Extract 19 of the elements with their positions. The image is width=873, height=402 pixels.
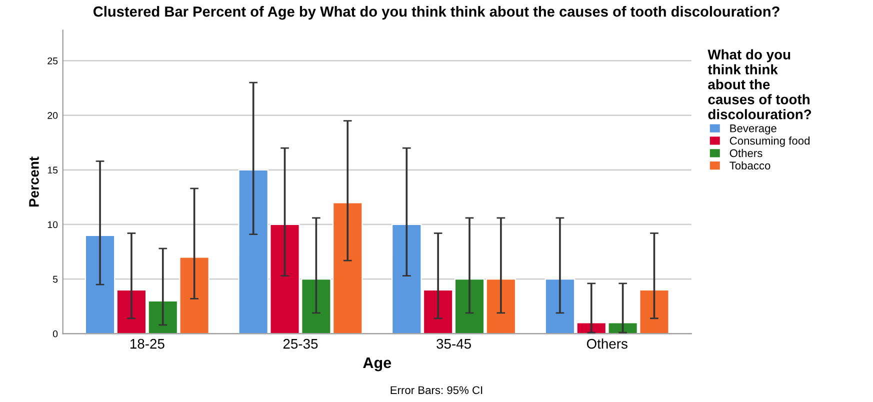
legend-label: Others: [730, 148, 762, 158]
y-tick-label: 0: [52, 330, 58, 338]
y-tick-label: 15: [48, 166, 58, 174]
y-tick-label: 25: [48, 57, 58, 64]
x-tick-label: 25-35: [283, 338, 318, 349]
y-axis-title: Percent: [29, 156, 39, 206]
legend-label: Tobacco: [730, 161, 770, 170]
y-tick-label: 10: [48, 221, 58, 228]
y-tick-label: 20: [48, 112, 58, 119]
x-tick-label: Others: [586, 338, 628, 349]
legend-label: Beverage: [730, 124, 776, 134]
text: Error Bars: 95% CI: [390, 386, 482, 394]
chart-title: Clustered Bar Percent of Age by What do you think think about the causes of tooth discolouration?: [93, 6, 780, 20]
legend-label: Consuming food: [730, 136, 810, 147]
x-tick-label: 35-45: [436, 338, 471, 349]
y-tick-label: 5: [52, 276, 58, 283]
legend-title: What do you think think about the causes of tooth discolouration?: [708, 49, 812, 120]
x-tick-label: 18-25: [130, 338, 164, 349]
x-axis-title: Age: [363, 358, 392, 372]
